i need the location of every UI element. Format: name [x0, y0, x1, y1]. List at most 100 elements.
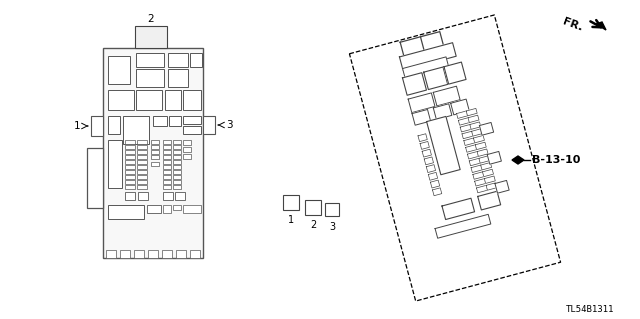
Polygon shape: [403, 57, 449, 78]
Polygon shape: [433, 104, 452, 120]
Bar: [125, 175, 135, 179]
Bar: [175, 192, 185, 200]
Polygon shape: [451, 99, 469, 115]
Bar: [283, 195, 299, 210]
Text: TL54B1311: TL54B1311: [566, 305, 614, 314]
Bar: [136, 53, 164, 67]
Bar: [173, 160, 181, 164]
Bar: [137, 170, 147, 174]
Polygon shape: [472, 129, 483, 136]
Bar: [151, 140, 159, 144]
Polygon shape: [456, 111, 467, 118]
Polygon shape: [477, 185, 488, 193]
Text: 2: 2: [148, 14, 154, 24]
Bar: [163, 185, 171, 189]
Polygon shape: [471, 165, 482, 173]
Bar: [163, 180, 171, 184]
Bar: [173, 185, 181, 189]
Bar: [165, 90, 181, 110]
Bar: [91, 116, 103, 136]
Polygon shape: [435, 214, 491, 238]
Bar: [173, 165, 181, 169]
Polygon shape: [468, 115, 479, 122]
Bar: [305, 200, 321, 215]
Polygon shape: [484, 176, 495, 183]
Bar: [125, 155, 135, 159]
Polygon shape: [420, 142, 429, 149]
Polygon shape: [466, 108, 477, 116]
Bar: [183, 205, 201, 213]
Bar: [151, 150, 159, 154]
Polygon shape: [424, 67, 448, 90]
Polygon shape: [487, 152, 501, 164]
Polygon shape: [431, 180, 440, 188]
Text: 3: 3: [226, 120, 232, 130]
Bar: [125, 140, 135, 144]
Bar: [148, 250, 158, 258]
Bar: [120, 250, 130, 258]
Polygon shape: [424, 157, 433, 165]
Polygon shape: [486, 183, 497, 190]
Bar: [134, 250, 144, 258]
Bar: [173, 150, 181, 154]
Bar: [108, 116, 120, 134]
Bar: [125, 150, 135, 154]
Polygon shape: [408, 93, 435, 113]
Bar: [136, 90, 162, 110]
Bar: [183, 126, 201, 134]
Polygon shape: [399, 43, 456, 70]
Polygon shape: [483, 169, 493, 177]
Polygon shape: [428, 172, 438, 180]
Polygon shape: [477, 149, 488, 156]
Bar: [125, 145, 135, 149]
Bar: [173, 170, 181, 174]
Polygon shape: [495, 181, 509, 193]
Polygon shape: [433, 86, 460, 106]
Bar: [87, 148, 103, 208]
Bar: [173, 180, 181, 184]
Polygon shape: [470, 122, 481, 129]
Bar: [151, 155, 159, 159]
Bar: [203, 116, 215, 134]
Bar: [151, 162, 159, 166]
Polygon shape: [479, 122, 493, 135]
Bar: [163, 160, 171, 164]
Bar: [108, 140, 122, 188]
Bar: [173, 155, 181, 159]
Bar: [163, 175, 171, 179]
Polygon shape: [412, 109, 431, 125]
Bar: [108, 205, 144, 219]
Bar: [151, 145, 159, 149]
Polygon shape: [427, 116, 460, 175]
Bar: [125, 165, 135, 169]
Bar: [163, 165, 171, 169]
Bar: [163, 140, 171, 144]
Bar: [135, 26, 167, 48]
Bar: [106, 250, 116, 258]
Polygon shape: [420, 32, 444, 52]
Polygon shape: [476, 142, 486, 150]
Bar: [125, 160, 135, 164]
Bar: [103, 48, 203, 258]
Bar: [163, 192, 173, 200]
Bar: [173, 140, 181, 144]
Bar: [176, 250, 186, 258]
Polygon shape: [458, 118, 469, 125]
Polygon shape: [400, 34, 433, 58]
Polygon shape: [460, 124, 471, 132]
Bar: [137, 140, 147, 144]
Polygon shape: [474, 136, 484, 143]
Polygon shape: [481, 162, 492, 170]
Bar: [137, 165, 147, 169]
Bar: [137, 180, 147, 184]
Bar: [136, 69, 164, 87]
Bar: [190, 53, 202, 67]
Polygon shape: [442, 198, 475, 219]
Bar: [190, 250, 200, 258]
Polygon shape: [422, 149, 431, 157]
Bar: [183, 90, 201, 110]
Bar: [147, 205, 161, 213]
Text: 2: 2: [310, 220, 316, 230]
Bar: [108, 90, 134, 110]
Bar: [183, 154, 191, 159]
